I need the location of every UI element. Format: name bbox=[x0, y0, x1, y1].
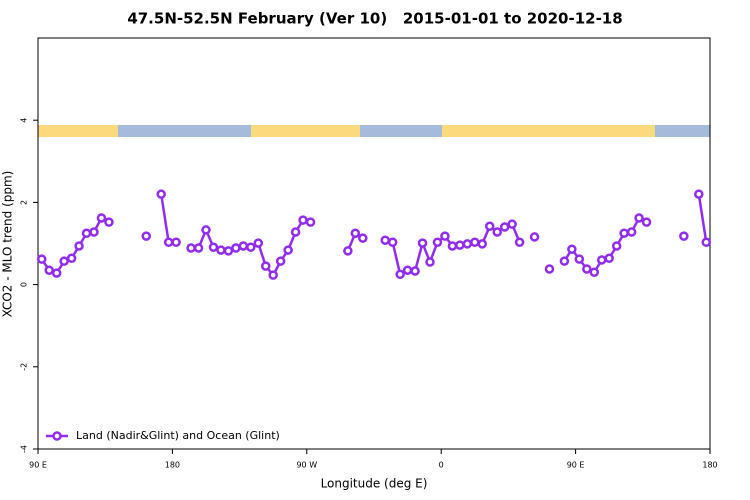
data-point bbox=[596, 255, 607, 265]
data-point bbox=[343, 246, 353, 256]
data-point bbox=[559, 256, 570, 266]
data-point bbox=[260, 261, 271, 271]
data-point bbox=[141, 231, 152, 241]
data-point bbox=[679, 231, 689, 241]
y-axis-label: XCO2 - MLO trend (ppm) bbox=[1, 171, 15, 318]
series-line bbox=[40, 193, 708, 278]
data-point bbox=[358, 233, 368, 243]
data-point bbox=[470, 237, 480, 248]
data-point bbox=[186, 243, 196, 253]
data-point bbox=[290, 227, 301, 237]
data-point bbox=[74, 241, 84, 251]
data-point bbox=[104, 217, 114, 227]
data-point bbox=[216, 245, 226, 255]
data-point bbox=[208, 242, 219, 252]
data-point bbox=[163, 237, 174, 248]
plot-frame bbox=[37, 37, 711, 450]
legend-label: Land (Nadir&Glint) and Ocean (Glint) bbox=[76, 429, 280, 442]
data-point bbox=[44, 265, 54, 275]
y-tick-label: -2 bbox=[20, 363, 29, 371]
data-point bbox=[275, 256, 286, 266]
y-tick-label: 0 bbox=[20, 282, 29, 287]
data-point bbox=[59, 256, 69, 266]
data-point bbox=[582, 264, 592, 274]
data-point bbox=[253, 238, 264, 248]
data-point bbox=[440, 231, 450, 241]
data-point bbox=[432, 237, 443, 248]
data-point bbox=[51, 268, 62, 278]
data-point bbox=[701, 237, 712, 248]
data-point bbox=[350, 228, 361, 238]
data-point bbox=[567, 244, 577, 255]
data-point bbox=[417, 238, 428, 248]
data-point bbox=[514, 237, 525, 248]
x-tick-label: 90 E bbox=[29, 461, 47, 470]
data-point bbox=[201, 225, 211, 235]
x-tick-label: 90 W bbox=[296, 461, 317, 470]
data-point bbox=[305, 217, 316, 227]
data-point bbox=[283, 245, 293, 255]
data-point bbox=[395, 269, 405, 280]
data-point bbox=[223, 246, 234, 256]
data-point bbox=[507, 219, 517, 229]
x-axis-label: Longitude (deg E) bbox=[321, 477, 428, 491]
x-tick-label: 180 bbox=[702, 461, 717, 470]
data-point bbox=[171, 237, 181, 248]
data-point bbox=[462, 239, 473, 249]
data-point bbox=[694, 189, 704, 199]
data-point bbox=[238, 241, 249, 251]
x-tick-label: 90 E bbox=[567, 461, 585, 470]
data-point bbox=[626, 227, 637, 237]
land-ocean-strip bbox=[38, 125, 710, 137]
data-point bbox=[477, 239, 488, 249]
data-point bbox=[634, 213, 644, 223]
data-point bbox=[410, 266, 420, 276]
data-point bbox=[641, 217, 652, 227]
data-point bbox=[89, 227, 99, 237]
data-point bbox=[455, 240, 465, 250]
data-point bbox=[246, 242, 256, 252]
data-point bbox=[66, 253, 77, 264]
data-point bbox=[156, 189, 166, 199]
data-point bbox=[589, 267, 600, 278]
data-point bbox=[529, 232, 540, 242]
data-point bbox=[425, 257, 435, 267]
legend-marker bbox=[52, 431, 62, 441]
x-tick-label: 180 bbox=[165, 461, 180, 470]
data-point bbox=[604, 253, 614, 264]
data-point bbox=[402, 265, 413, 275]
data-point bbox=[387, 237, 398, 248]
data-point bbox=[268, 270, 278, 280]
data-point bbox=[193, 243, 204, 253]
data-point bbox=[36, 254, 47, 264]
data-point bbox=[81, 228, 92, 238]
data-point bbox=[380, 235, 390, 245]
data-point bbox=[499, 222, 510, 232]
data-point bbox=[611, 241, 622, 251]
y-tick-label: 4 bbox=[20, 118, 29, 123]
data-point bbox=[298, 215, 308, 225]
data-point bbox=[574, 254, 585, 264]
y-tick-label: 2 bbox=[20, 200, 29, 205]
data-point bbox=[447, 241, 458, 251]
data-point bbox=[544, 264, 555, 274]
data-point bbox=[492, 227, 502, 237]
data-point bbox=[484, 221, 495, 231]
data-point bbox=[231, 243, 241, 253]
y-tick-label: -4 bbox=[20, 445, 29, 453]
chart-title: 47.5N-52.5N February (Ver 10) 2015-01-01… bbox=[127, 10, 622, 28]
x-tick-label: 0 bbox=[439, 461, 444, 470]
data-point bbox=[96, 213, 107, 223]
data-point bbox=[619, 228, 629, 238]
